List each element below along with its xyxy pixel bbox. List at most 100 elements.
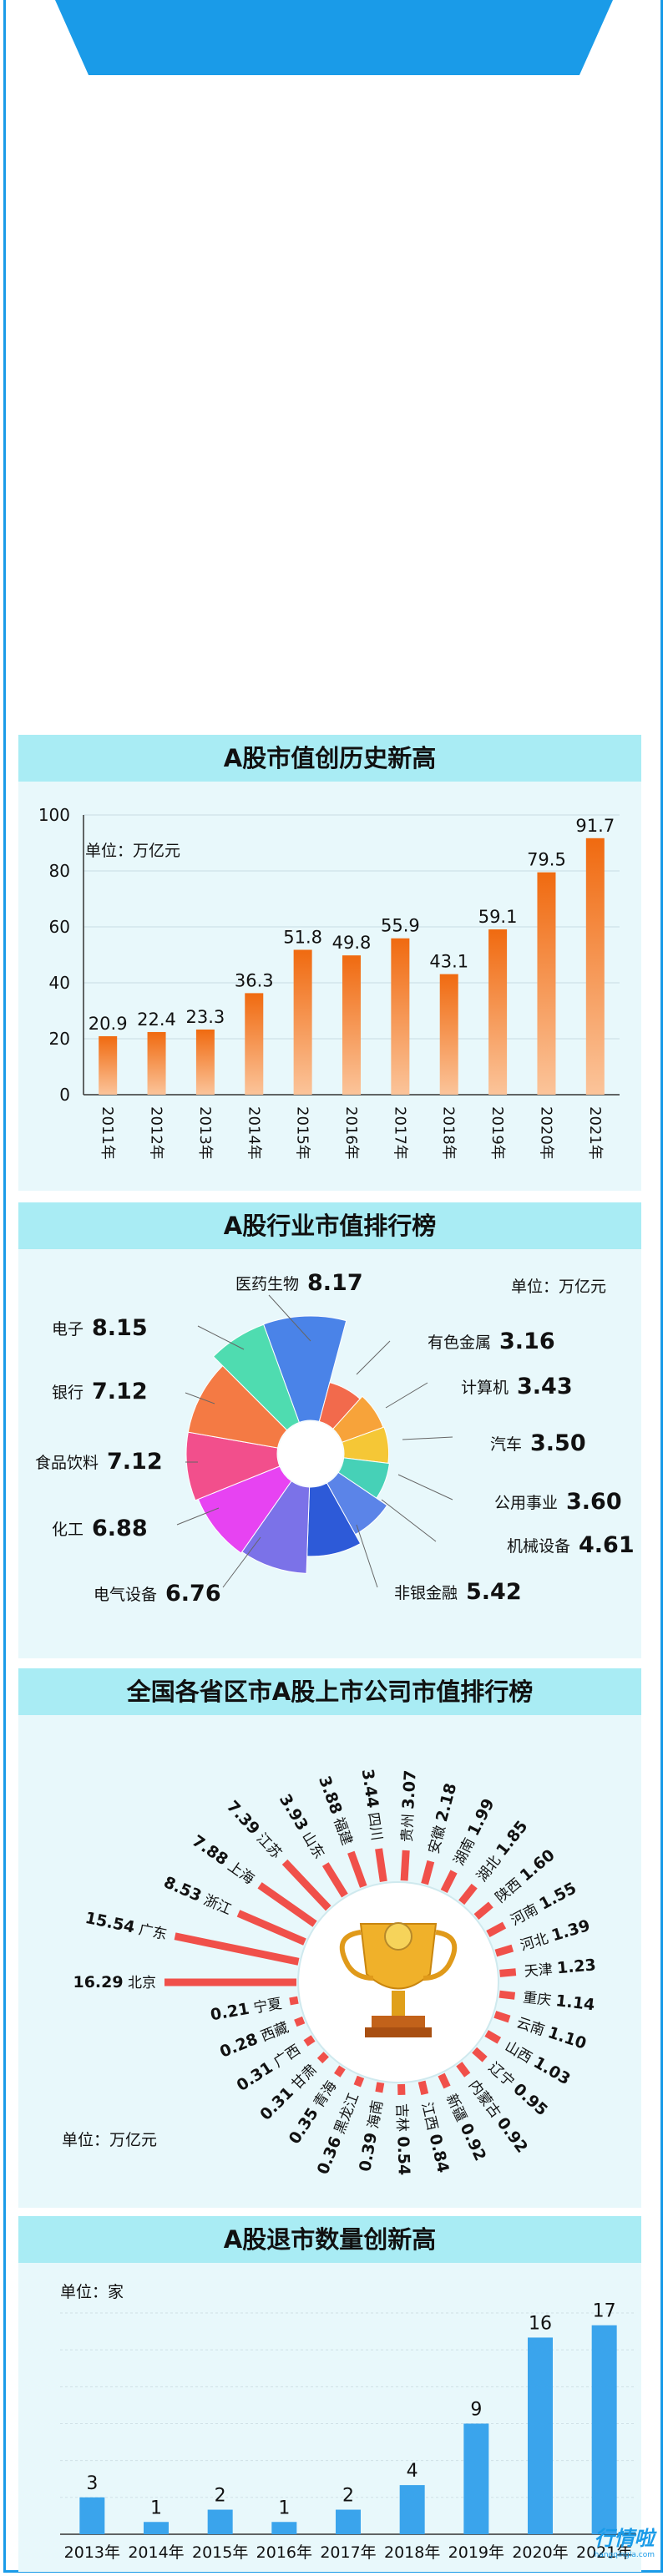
province-bar bbox=[438, 2072, 451, 2089]
bar bbox=[99, 1035, 118, 1095]
province-label: 7.39 江苏 bbox=[223, 1797, 286, 1862]
x-tick-label: 2013年 bbox=[64, 2543, 120, 2562]
province-bar bbox=[375, 2082, 385, 2093]
slice-value-label: 3.50 bbox=[530, 1430, 586, 1456]
bar-value-label: 59.1 bbox=[478, 907, 518, 927]
x-tick-label: 2021年 bbox=[586, 1106, 604, 1160]
province-name: 黑龙江 bbox=[331, 2091, 362, 2137]
pie-slice bbox=[212, 1323, 300, 1431]
province-bar bbox=[281, 1859, 331, 1911]
x-tick-label: 2018年 bbox=[384, 2543, 440, 2562]
industry-unit: 单位：万亿元 bbox=[511, 1278, 607, 1296]
delisting-title: A股退市数量创新高 bbox=[18, 2216, 641, 2263]
bar bbox=[528, 2337, 553, 2534]
bar-value-label: 23.3 bbox=[186, 1007, 225, 1027]
slice-value-label: 7.12 bbox=[107, 1449, 163, 1475]
y-tick-label: 20 bbox=[49, 1029, 70, 1049]
leader-line bbox=[381, 1499, 437, 1542]
province-value: 1.23 bbox=[556, 1956, 597, 1977]
x-tick-label: 2020年 bbox=[537, 1106, 554, 1160]
province-unit: 单位：万亿元 bbox=[62, 2131, 158, 2149]
bar-value-label: 1 bbox=[278, 2498, 290, 2518]
market-cap-chart: 0 20 40 60 80 100 20.9 2011年 22.4 2012年 23.3 2013年 3… bbox=[38, 805, 620, 1160]
province-name: 广东 bbox=[137, 1921, 168, 1943]
leader-line bbox=[222, 1536, 261, 1588]
market-cap-panel: 0 20 40 60 80 100 20.9 2011年 22.4 2012年 23.3 2013年 3… bbox=[18, 782, 641, 1191]
x-tick-label: 2011年 bbox=[99, 1106, 116, 1160]
province-bar bbox=[294, 2016, 306, 2027]
province-bar bbox=[375, 1848, 387, 1882]
province-value: 1.39 bbox=[549, 1916, 592, 1946]
slice-label: 电子 bbox=[52, 1320, 84, 1339]
province-name: 西藏 bbox=[259, 2019, 291, 2045]
x-tick-label: 2014年 bbox=[128, 2543, 184, 2562]
province-value: 15.54 bbox=[84, 1909, 136, 1937]
province-name: 四川 bbox=[364, 1811, 385, 1842]
x-tick-label: 2019年 bbox=[488, 1106, 506, 1160]
y-tick-label: 100 bbox=[38, 805, 70, 825]
province-value: 3.93 bbox=[276, 1791, 311, 1834]
slice-value-label: 5.42 bbox=[466, 1579, 522, 1605]
province-name: 云南 bbox=[514, 2015, 547, 2040]
trophy-handle-right bbox=[423, 1930, 458, 1981]
province-value: 0.92 bbox=[456, 2121, 489, 2164]
watermark-logo: 行情啦 hangqingla.com bbox=[595, 2522, 655, 2559]
leader-line bbox=[185, 1392, 215, 1404]
x-tick-label: 2017年 bbox=[320, 2543, 376, 2562]
province-name: 青海 bbox=[311, 2078, 340, 2111]
province-name: 福建 bbox=[330, 1815, 355, 1848]
province-value: 0.35 bbox=[286, 2105, 322, 2148]
x-tick-label: 2016年 bbox=[256, 2543, 312, 2562]
leader-line bbox=[176, 1507, 220, 1526]
province-label: 贵州 3.07 bbox=[397, 1769, 420, 1842]
bar-value-label: 79.5 bbox=[527, 850, 566, 870]
y-tick-label: 0 bbox=[59, 1085, 70, 1105]
slice-label: 银行 bbox=[52, 1384, 84, 1402]
trophy-stem bbox=[392, 1991, 405, 2016]
slice-value-label: 3.16 bbox=[499, 1328, 555, 1354]
province-value: 7.39 bbox=[223, 1797, 263, 1838]
province-bar bbox=[353, 2075, 365, 2088]
bar-value-label: 2 bbox=[342, 2486, 354, 2507]
province-name: 安徽 bbox=[426, 1824, 449, 1855]
province-name: 甘肃 bbox=[289, 2062, 321, 2093]
province-value: 1.85 bbox=[493, 1817, 531, 1859]
province-bar bbox=[400, 1850, 410, 1881]
y-tick-label: 80 bbox=[49, 861, 70, 881]
leader-line bbox=[356, 1524, 378, 1588]
bar bbox=[293, 949, 312, 1095]
province-panel: 16.29 北京 15.54 广东 8.53 浙江 7.88 上海 7.39 江苏 3.9… bbox=[18, 1715, 641, 2208]
market-cap-unit: 单位：万亿元 bbox=[85, 842, 181, 860]
province-label: 16.29 北京 bbox=[73, 1973, 156, 1991]
province-name: 辽宁 bbox=[485, 2059, 518, 2091]
slice-label: 计算机 bbox=[461, 1379, 509, 1397]
bar bbox=[245, 993, 264, 1095]
province-value: 16.29 bbox=[73, 1973, 123, 1991]
slice-label: 非银金融 bbox=[394, 1584, 458, 1602]
watermark-sub: hangqingla.com bbox=[594, 2551, 655, 2559]
province-value: 0.95 bbox=[509, 2080, 551, 2120]
province-bar bbox=[456, 2062, 471, 2078]
industry-panel: 医药生物 8.17 有色金属 3.16 计算机 3.43 汽车 3.50 公用事业 3.60 机械设… bbox=[18, 1249, 641, 1658]
x-tick-label: 2017年 bbox=[391, 1106, 408, 1160]
province-name: 湖南 bbox=[451, 1835, 478, 1868]
province-label: 安徽 2.18 bbox=[424, 1781, 461, 1855]
province-chart: 16.29 北京 15.54 广东 8.53 浙江7.88 上海7.39 江苏3.9… bbox=[73, 1768, 597, 2177]
industry-title: A股行业市值排行榜 bbox=[18, 1202, 641, 1249]
province-value: 7.88 bbox=[189, 1832, 231, 1870]
trophy-base bbox=[372, 2016, 425, 2027]
province-name: 上海 bbox=[225, 1858, 257, 1888]
trophy-handle-left bbox=[339, 1930, 374, 1981]
industry-chart: 医药生物 8.17 有色金属 3.16 计算机 3.43 汽车 3.50 公用事业 3.60 机械设… bbox=[35, 1270, 635, 1607]
province-value: 0.39 bbox=[356, 2131, 381, 2173]
pie-slice bbox=[306, 1482, 362, 1557]
province-bar bbox=[472, 2047, 488, 2062]
province-label: 8.53 浙江 bbox=[161, 1873, 235, 1918]
province-label: 江西 0.84 bbox=[418, 2100, 452, 2174]
y-tick-label: 60 bbox=[49, 917, 70, 937]
bar-value-label: 20.9 bbox=[89, 1014, 128, 1034]
bar-value-label: 36.3 bbox=[235, 970, 274, 990]
province-bar bbox=[486, 1921, 507, 1938]
province-label: 天津 1.23 bbox=[524, 1956, 597, 1980]
province-label: 0.21 宁夏 bbox=[209, 1994, 283, 2025]
